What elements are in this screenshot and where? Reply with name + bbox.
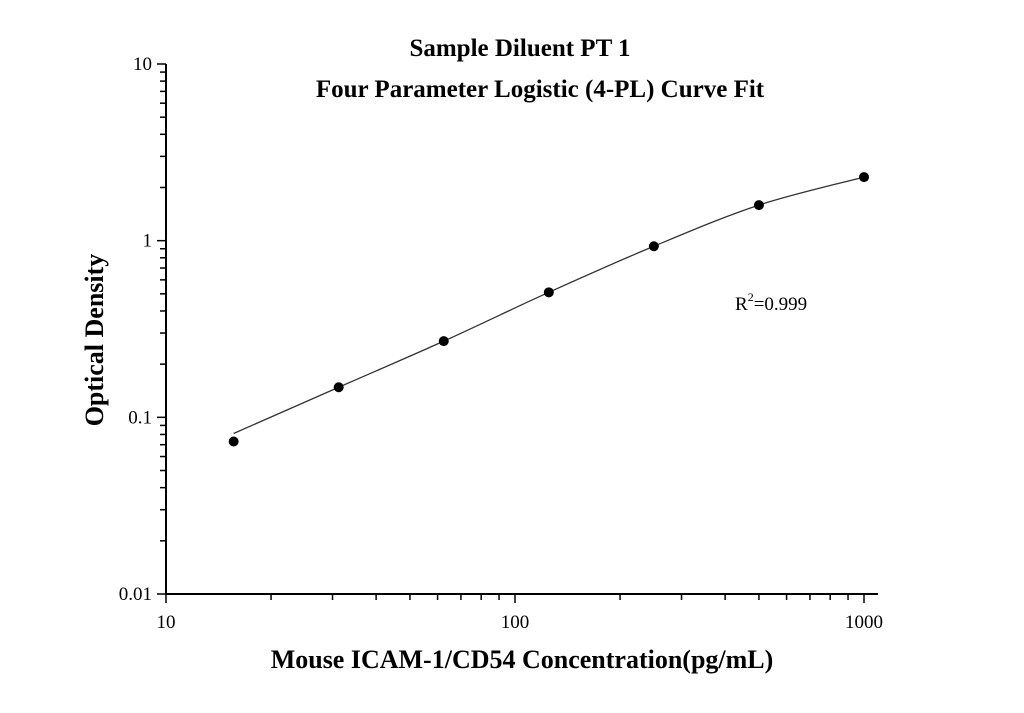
axes: 10 100 1000 0.01 0.1 1 10 [119,54,883,633]
y-tick-label: 0.01 [119,584,152,605]
y-tick-label: 1 [143,231,153,252]
data-points [228,172,869,447]
data-point [753,200,764,211]
x-tick-label: 1000 [845,612,883,633]
data-point [333,382,344,393]
chart-subtitle: Four Parameter Logistic (4-PL) Curve Fit [316,76,765,103]
data-point [648,241,659,252]
y-axis-label: Optical Density [80,254,109,427]
data-point [543,287,554,298]
data-point [859,172,869,183]
y-tick-label: 0.1 [128,407,152,428]
data-point [228,436,239,447]
x-tick-label: 100 [501,612,530,633]
x-tick-label: 10 [157,612,176,633]
data-point [438,336,449,347]
y-tick-label: 10 [133,54,152,75]
chart-title: Sample Diluent PT 1 [409,35,630,62]
x-axis-label: Mouse ICAM-1/CD54 Concentration(pg/mL) [271,645,774,674]
r-squared-annotation: R2=0.999 [735,290,807,315]
